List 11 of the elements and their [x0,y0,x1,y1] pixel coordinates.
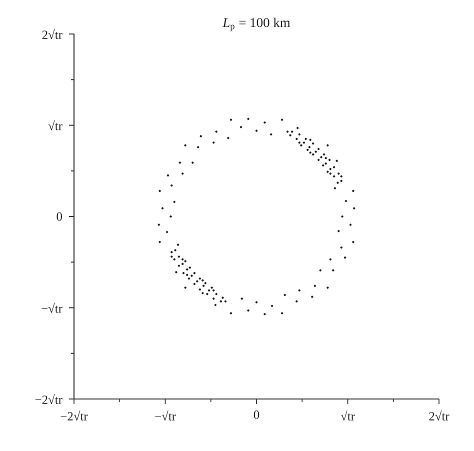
x-tick-label: −2√tr [60,410,88,420]
x-tick-label: √tr [340,410,355,420]
chart-title: L$_{p}$ = 100 km [222,18,290,32]
x-tick-label: 2√tr [429,410,450,420]
y-tick-label: 0 [56,212,62,221]
y-tick-label: −2√tr [35,394,62,404]
y-tick-label: −√tr [42,302,62,313]
y-tick-label: √tr [48,120,62,130]
x-tick-label: −√tr [155,410,176,420]
y-tick-label: 2√tr [42,29,62,39]
x-tick-label: 0 [254,410,260,419]
